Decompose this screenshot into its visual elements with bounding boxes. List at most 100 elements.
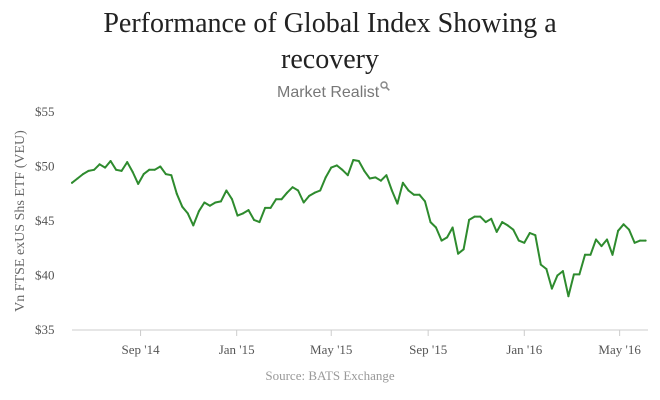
data-point	[286, 191, 289, 194]
y-tick-label: $55	[35, 104, 55, 119]
data-point	[308, 194, 311, 197]
data-point	[418, 193, 421, 196]
data-point	[495, 230, 498, 233]
data-point	[258, 221, 261, 224]
data-point	[528, 232, 531, 234]
source-note: Source: BATS Exchange	[265, 368, 395, 383]
data-point	[319, 189, 322, 192]
data-point	[264, 206, 267, 209]
data-point	[291, 186, 294, 189]
data-point	[253, 218, 255, 221]
data-point	[148, 168, 151, 171]
data-point	[550, 287, 553, 290]
data-point	[104, 166, 107, 169]
data-point	[622, 223, 625, 226]
data-point	[197, 210, 200, 213]
data-point	[341, 168, 344, 171]
data-point	[214, 201, 217, 204]
y-tick-label: $50	[35, 159, 55, 174]
data-point	[462, 248, 465, 251]
data-point	[302, 201, 305, 204]
data-point	[396, 202, 399, 205]
data-point	[523, 241, 526, 244]
data-point	[71, 181, 73, 184]
x-tick-label: Sep '14	[122, 342, 161, 357]
data-point	[484, 221, 487, 224]
data-point	[181, 205, 184, 208]
data-point	[269, 206, 272, 209]
data-point	[131, 171, 134, 173]
data-point	[539, 263, 542, 266]
data-point	[280, 198, 283, 201]
data-point	[490, 217, 493, 220]
data-point	[357, 160, 360, 162]
data-point	[87, 169, 90, 172]
data-point	[589, 253, 592, 256]
data-point	[275, 198, 278, 201]
data-point	[142, 173, 145, 176]
data-point	[219, 200, 222, 203]
data-point	[346, 174, 349, 177]
data-point	[115, 168, 118, 171]
x-tick-label: May '15	[310, 342, 352, 357]
data-point	[479, 215, 482, 218]
data-point	[225, 189, 228, 192]
data-point	[374, 176, 377, 179]
data-point	[93, 168, 96, 171]
y-tick-label: $45	[35, 213, 55, 228]
data-point	[567, 295, 570, 298]
data-point	[424, 200, 426, 203]
data-point	[633, 241, 636, 244]
data-point	[208, 204, 211, 207]
data-point	[429, 221, 432, 224]
data-point	[611, 253, 614, 256]
data-point	[606, 238, 608, 241]
data-point	[506, 224, 509, 227]
brand-name: Market Realist	[277, 84, 380, 101]
data-point	[545, 268, 548, 270]
data-point	[628, 228, 631, 231]
data-point	[203, 201, 206, 204]
data-point	[401, 181, 404, 184]
data-point	[600, 245, 603, 248]
data-point	[390, 189, 393, 192]
data-point	[159, 165, 162, 168]
data-point	[413, 193, 415, 196]
data-point	[192, 224, 195, 227]
data-point	[76, 177, 79, 180]
data-point	[120, 169, 123, 172]
data-point	[407, 189, 410, 192]
data-point	[457, 252, 460, 255]
data-point	[517, 239, 520, 242]
data-point	[584, 253, 586, 256]
data-point	[644, 239, 647, 242]
data-point	[473, 215, 476, 218]
x-tick-label: Jan '16	[506, 342, 542, 357]
data-point	[451, 226, 454, 229]
data-point	[363, 169, 366, 172]
data-point	[330, 166, 333, 169]
data-point	[137, 182, 140, 185]
data-point	[231, 198, 233, 201]
data-point	[236, 214, 239, 217]
series-line	[71, 159, 647, 298]
data-point	[578, 273, 581, 276]
series-points	[71, 159, 647, 298]
data-point	[175, 192, 178, 195]
data-point	[297, 189, 300, 192]
data-point	[352, 159, 355, 161]
data-point	[186, 212, 189, 215]
x-tick-label: May '16	[598, 342, 641, 357]
data-point	[561, 270, 564, 273]
x-tick-label: Jan '15	[219, 342, 255, 357]
magnifier-icon	[380, 81, 391, 91]
y-axis-label: Vn FTSE exUS Shs ETF (VEU)	[13, 130, 28, 312]
data-point	[368, 177, 371, 180]
data-point	[534, 234, 537, 237]
data-point	[170, 174, 173, 177]
data-point	[164, 173, 167, 176]
data-point	[595, 238, 597, 241]
data-point	[556, 274, 559, 277]
data-point	[379, 179, 382, 182]
